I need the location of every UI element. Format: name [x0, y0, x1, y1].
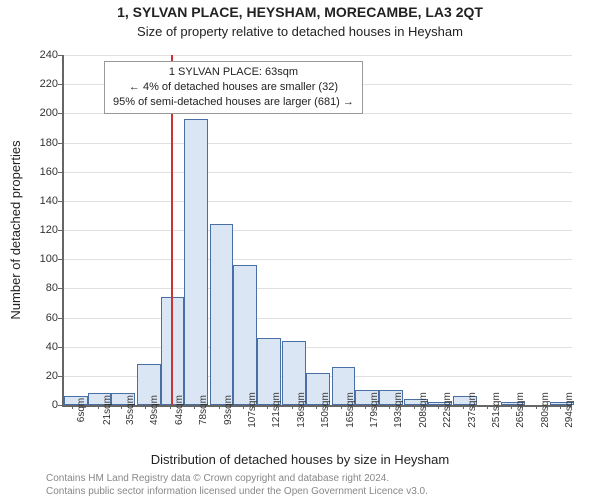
footer-line-2: Contains public sector information licen…	[46, 486, 428, 499]
x-tick-mark	[341, 405, 342, 409]
grid-line	[64, 347, 572, 348]
x-tick-mark	[414, 405, 415, 409]
y-tick-mark	[58, 405, 62, 406]
x-tick-mark	[536, 405, 537, 409]
chart-subtitle: Size of property relative to detached ho…	[0, 24, 600, 39]
x-tick-label: 222sqm	[442, 392, 453, 428]
x-tick-mark	[389, 405, 390, 409]
grid-line	[64, 172, 572, 173]
y-tick-mark	[58, 84, 62, 85]
x-tick-label: 193sqm	[393, 392, 404, 428]
y-tick-mark	[58, 288, 62, 289]
x-tick-label: 78sqm	[198, 395, 209, 425]
x-tick-mark	[243, 405, 244, 409]
footer-line-1: Contains HM Land Registry data © Crown c…	[46, 473, 428, 486]
annotation-line-1: 1 SYLVAN PLACE: 63sqm	[113, 65, 354, 80]
x-tick-mark	[170, 405, 171, 409]
x-tick-label: 121sqm	[271, 392, 282, 428]
x-tick-mark	[219, 405, 220, 409]
y-tick-label: 200	[28, 107, 58, 119]
grid-line	[64, 318, 572, 319]
y-tick-label: 140	[28, 195, 58, 207]
x-tick-mark	[98, 405, 99, 409]
grid-line	[64, 259, 572, 260]
y-tick-label: 20	[28, 370, 58, 382]
y-tick-mark	[58, 201, 62, 202]
x-tick-label: 251sqm	[491, 392, 502, 428]
x-tick-label: 179sqm	[369, 392, 380, 428]
y-tick-label: 120	[28, 224, 58, 236]
histogram-bar	[233, 265, 257, 405]
histogram-bar	[210, 224, 234, 405]
chart-title: 1, SYLVAN PLACE, HEYSHAM, MORECAMBE, LA3…	[0, 4, 600, 20]
x-tick-mark	[267, 405, 268, 409]
x-tick-label: 21sqm	[102, 395, 113, 425]
y-tick-label: 180	[28, 137, 58, 149]
grid-line	[64, 288, 572, 289]
y-tick-mark	[58, 347, 62, 348]
x-tick-mark	[145, 405, 146, 409]
x-tick-mark	[560, 405, 561, 409]
x-tick-label: 208sqm	[418, 392, 429, 428]
annotation-line-2: ← 4% of detached houses are smaller (32)	[113, 80, 354, 95]
footer-text: Contains HM Land Registry data © Crown c…	[46, 473, 428, 498]
x-tick-mark	[511, 405, 512, 409]
x-tick-label: 136sqm	[296, 392, 307, 428]
grid-line	[64, 230, 572, 231]
x-tick-label: 6sqm	[76, 398, 87, 422]
y-tick-label: 100	[28, 253, 58, 265]
x-tick-mark	[463, 405, 464, 409]
x-tick-label: 150sqm	[320, 392, 331, 428]
y-tick-mark	[58, 318, 62, 319]
y-tick-label: 240	[28, 49, 58, 61]
x-tick-mark	[121, 405, 122, 409]
y-tick-mark	[58, 259, 62, 260]
x-tick-mark	[194, 405, 195, 409]
x-tick-label: 237sqm	[467, 392, 478, 428]
y-tick-label: 220	[28, 78, 58, 90]
x-tick-label: 93sqm	[223, 395, 234, 425]
x-tick-label: 265sqm	[515, 392, 526, 428]
x-tick-label: 294sqm	[564, 392, 575, 428]
y-axis-label: Number of detached properties	[8, 140, 23, 319]
y-tick-mark	[58, 172, 62, 173]
grid-line	[64, 55, 572, 56]
annotation-box: 1 SYLVAN PLACE: 63sqm ← 4% of detached h…	[104, 61, 363, 114]
histogram-bar	[184, 119, 208, 405]
x-tick-mark	[487, 405, 488, 409]
x-tick-label: 35sqm	[125, 395, 136, 425]
x-tick-label: 107sqm	[247, 392, 258, 428]
x-tick-mark	[438, 405, 439, 409]
y-tick-mark	[58, 55, 62, 56]
x-tick-label: 165sqm	[345, 392, 356, 428]
y-tick-label: 40	[28, 341, 58, 353]
x-tick-label: 49sqm	[149, 395, 160, 425]
x-tick-mark	[316, 405, 317, 409]
y-tick-mark	[58, 113, 62, 114]
x-tick-mark	[292, 405, 293, 409]
x-tick-mark	[365, 405, 366, 409]
y-tick-mark	[58, 230, 62, 231]
y-tick-label: 80	[28, 282, 58, 294]
grid-line	[64, 201, 572, 202]
x-tick-label: 280sqm	[540, 392, 551, 428]
annotation-line-3: 95% of semi-detached houses are larger (…	[113, 95, 354, 110]
grid-line	[64, 143, 572, 144]
x-tick-mark	[72, 405, 73, 409]
y-tick-mark	[58, 143, 62, 144]
y-tick-label: 60	[28, 312, 58, 324]
plot-area: 1 SYLVAN PLACE: 63sqm ← 4% of detached h…	[62, 55, 572, 407]
x-axis-label: Distribution of detached houses by size …	[0, 452, 600, 467]
y-tick-label: 160	[28, 166, 58, 178]
y-tick-mark	[58, 376, 62, 377]
x-tick-label: 64sqm	[174, 395, 185, 425]
y-tick-label: 0	[28, 399, 58, 411]
chart-container: 1, SYLVAN PLACE, HEYSHAM, MORECAMBE, LA3…	[0, 0, 600, 500]
